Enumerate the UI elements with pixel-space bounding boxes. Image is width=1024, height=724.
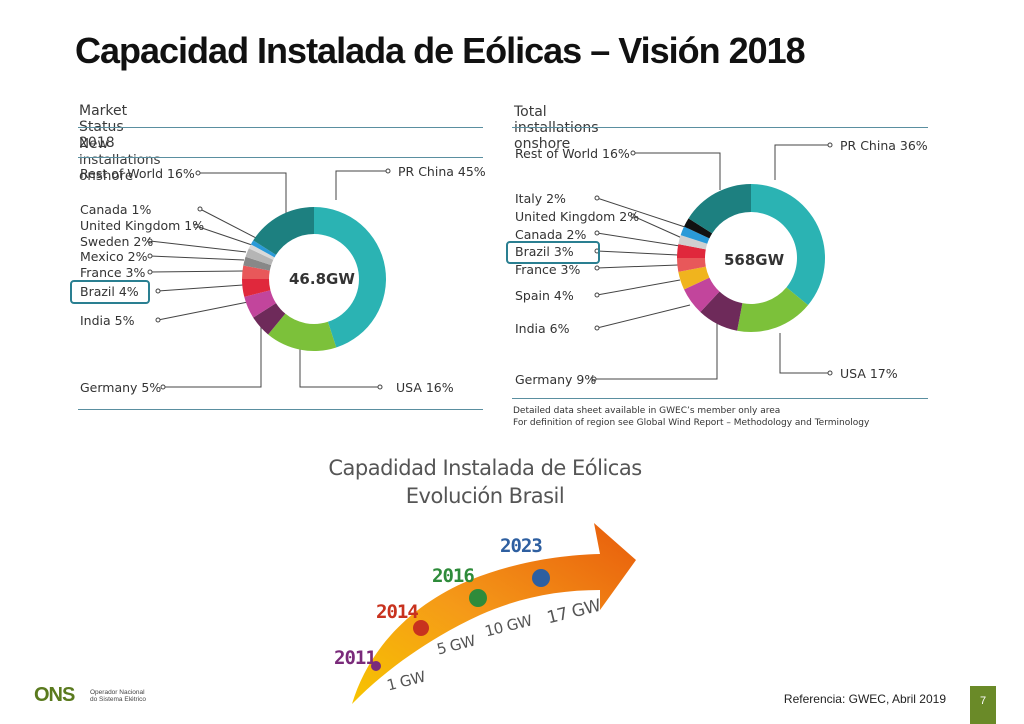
label-germany: Germany 5%: [80, 380, 162, 395]
label-sweden: Sweden 2%: [80, 234, 154, 249]
right-donut: [677, 184, 826, 332]
reference-note: Referencia: GWEC, Abril 2019: [783, 692, 946, 706]
milestone-dot-2011: [371, 661, 381, 671]
label-italy: Italy 2%: [515, 191, 566, 206]
milestone-year-2014: 2014: [376, 601, 419, 623]
label-france: France 3%: [515, 262, 581, 277]
donut-center-total: 46.8GW: [289, 270, 355, 288]
label-india: India 5%: [80, 313, 135, 328]
label-brazil: Brazil 4%: [80, 284, 139, 299]
donut-slice-usa: [268, 313, 337, 351]
evolution-title-line2: Evolución Brasil: [405, 484, 565, 508]
label-india: India 6%: [515, 321, 570, 336]
left-donut: [242, 207, 387, 351]
evolution-title-line1: Capadidad Instalada de Eólicas: [328, 456, 642, 480]
divider: [512, 127, 928, 128]
label-germany: Germany 9%: [515, 372, 597, 387]
brazil-highlight-box: [506, 241, 600, 264]
donut-slice-usa: [737, 287, 809, 332]
logo-caption: Operador Nacional do Sistema Elétrico: [90, 689, 146, 703]
label-brazil: Brazil 3%: [515, 244, 574, 259]
donut-slice-canada: [678, 235, 708, 250]
label-canada: Canada 2%: [515, 227, 587, 242]
donut-slice-germany: [253, 303, 286, 335]
label-usa: USA 17%: [840, 366, 898, 381]
divider: [78, 127, 483, 128]
ons-logo: ONS: [34, 684, 75, 707]
logo-mark: ONS: [34, 684, 75, 706]
milestone-dot-2016: [469, 589, 487, 607]
donut-slice-canada: [250, 240, 277, 258]
logo-caption-line1: Operador Nacional: [90, 689, 145, 696]
label-rest-of-world: Rest of World 16%: [80, 166, 195, 181]
donut-slice-germany: [700, 291, 743, 331]
donut-slice-mexico: [243, 256, 272, 271]
donut-slice-pr-china: [314, 207, 387, 348]
donut-slice-sweden: [245, 248, 274, 266]
label-canada: Canada 1%: [80, 202, 152, 217]
label-united-kingdom: United Kingdom 1%: [80, 218, 205, 233]
donut-slice-rest-of-world: [688, 184, 751, 234]
donut-slice-pr-china: [751, 184, 826, 306]
donut-slice-spain: [678, 266, 710, 290]
milestone-dot-2014: [413, 620, 429, 636]
new-installations-header: New installations onshore: [79, 136, 161, 184]
label-france: France 3%: [80, 265, 146, 280]
footnote-member-area: Detailed data sheet available in GWEC’s …: [513, 406, 781, 416]
divider: [78, 157, 483, 158]
donut-slice-india: [684, 277, 720, 312]
donut-slice-france: [677, 258, 706, 272]
market-status-header: Market Status 2018: [79, 103, 128, 151]
growth-arrow: [352, 523, 636, 704]
label-united-kingdom: United Kingdom 2%: [515, 209, 640, 224]
donut-slice-rest-of-world: [253, 207, 314, 255]
page-number: 7: [970, 686, 996, 724]
donut-slice-united-kingdom: [248, 244, 275, 260]
total-installations-header: Total installations onshore: [514, 104, 599, 152]
label-mexico: Mexico 2%: [80, 249, 148, 264]
brazil-highlight-box: [70, 280, 150, 304]
divider: [78, 409, 483, 410]
milestone-year-2011: 2011: [334, 647, 377, 669]
donut-slice-united-kingdom: [680, 226, 710, 244]
footnote-region-definition: For definition of region see Global Wind…: [513, 418, 870, 428]
logo-caption-line2: do Sistema Elétrico: [90, 696, 146, 703]
label-rest-of-world: Rest of World 16%: [515, 146, 630, 161]
milestone-year-2023: 2023: [500, 535, 543, 557]
label-pr-china: PR China 45%: [398, 164, 486, 179]
donut-slice-italy: [684, 218, 713, 239]
donut-center-total: 568GW: [724, 251, 785, 269]
donut-slice-brazil: [242, 279, 271, 297]
donut-slice-india: [244, 290, 277, 318]
page-title: Capacidad Instalada de Eólicas – Visión …: [75, 30, 806, 71]
divider: [512, 398, 928, 399]
milestone-dot-2023: [532, 569, 550, 587]
donut-slice-brazil: [677, 244, 706, 258]
label-spain: Spain 4%: [515, 288, 574, 303]
label-usa: USA 16%: [396, 380, 454, 395]
milestone-year-2016: 2016: [432, 565, 475, 587]
donut-slice-france: [242, 265, 270, 279]
label-pr-china: PR China 36%: [840, 138, 928, 153]
